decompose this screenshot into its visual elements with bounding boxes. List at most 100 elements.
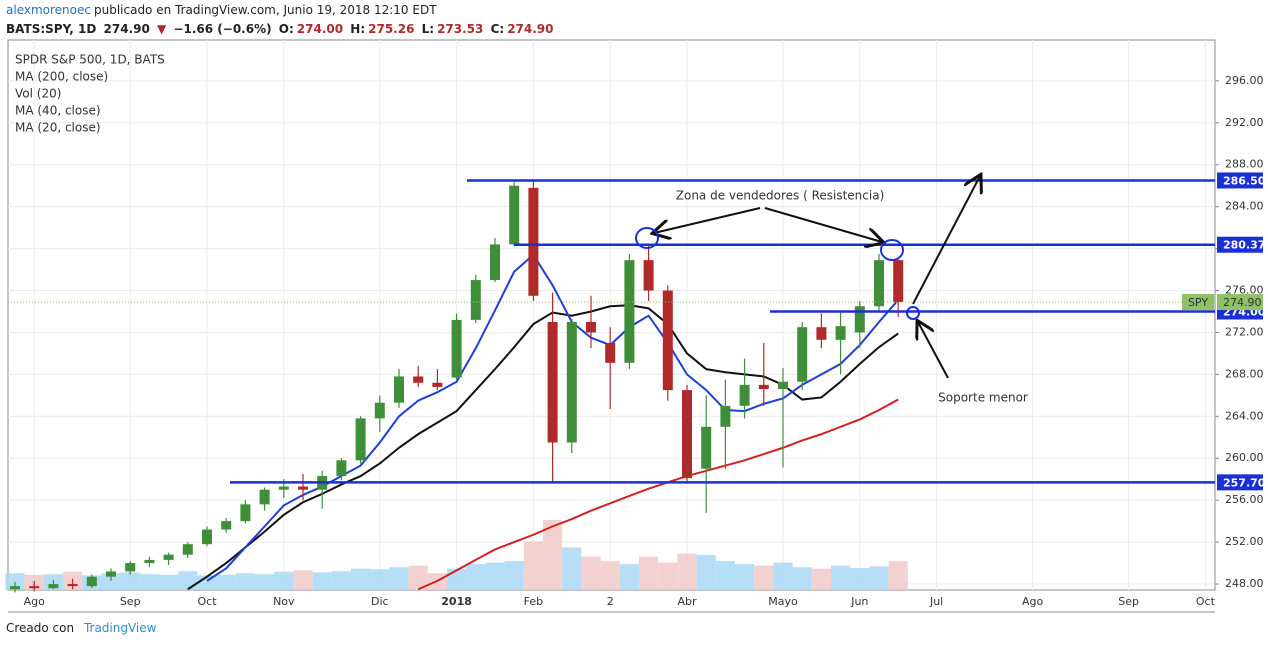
candle-body [643,260,654,291]
last-price-tag [1182,294,1214,311]
price-tag-label: 286.50 [1223,174,1266,187]
candle-body [355,418,366,461]
y-tick-label: 248.00 [1225,577,1264,590]
volume-bar [485,562,505,590]
candle-body [67,584,78,587]
volume-bar [216,574,236,590]
candle-body [701,426,712,469]
candle-body [144,559,155,564]
legend: SPDR S&P 500, 1D, BATS MA (200, close) V… [15,53,165,135]
last-price-label: 274.90 [1223,296,1262,309]
price-tag [1217,236,1263,253]
volume-bar [389,567,409,590]
candle-body [797,327,808,382]
volume-bar [178,571,198,590]
y-tick-label: 268.00 [1225,367,1264,380]
candle-body [86,576,97,587]
candle-body [605,342,616,363]
volume-bar [543,520,563,590]
publish-info: publicado en TradingView.com, Junio 19, … [93,3,437,17]
last: 274.90 [103,22,150,36]
candle-body [163,554,174,560]
y-tick-label: 276.00 [1225,284,1264,297]
x-tick-label: Jun [850,595,868,608]
legend-title: SPDR S&P 500, 1D, BATS [15,53,165,67]
volume-bar [504,561,524,590]
candle-body [854,306,865,333]
candle-body [182,544,193,555]
x-tick-label: Ago [24,595,46,608]
y-tick-label: 256.00 [1225,493,1264,506]
y-tick-label: 252.00 [1225,535,1264,548]
publish-line: alexmorenoec publicado en TradingView.com… [6,3,440,17]
candle-body [528,187,539,296]
volume-bar [101,573,121,590]
candle-body [778,381,788,390]
candle-body [106,571,116,577]
circle [635,227,659,249]
legend-ma200: MA (200, close) [15,70,108,84]
candle-body [874,260,884,307]
price-tag [1217,172,1263,189]
candle-body [240,504,251,522]
volume-bar [466,564,486,590]
y-tick-label: 288.00 [1225,158,1264,171]
candle-body [720,405,731,427]
candle-body [682,390,692,479]
volume-bar [619,564,639,590]
y-tick-label: 264.00 [1225,409,1264,422]
plot-layer [5,40,1215,593]
candle-body [394,376,404,403]
low-label: L: [421,22,435,36]
candle-body [336,460,347,477]
footer: Creado con TradingView [6,621,156,635]
candle-body [202,529,212,545]
author[interactable]: alexmorenoec [6,3,91,17]
candle-body [278,486,289,490]
volume-bar [773,562,793,590]
candle-body [624,260,635,363]
open-label: O: [278,22,294,36]
candle-body [10,586,20,590]
brand[interactable]: TradingView [83,621,157,635]
x-tick-label: 2018 [441,595,472,608]
volume-bar [370,569,390,590]
candle-body [298,486,308,490]
quote-line: BATS:SPY, 1D 274.90 ▼ −1.66 (−0.6%) O: 27… [6,22,557,36]
candle-body [451,319,462,378]
candle-body [547,321,558,443]
candle-body [125,563,136,572]
ma-line [417,398,899,591]
x-tick-label: Jul [929,595,943,608]
x-tick-label: Dic [371,595,389,608]
volume-bar [235,573,255,590]
symbol: BATS:SPY, 1D [6,22,97,36]
high-value: 275.26 [368,22,415,36]
x-tick-label: Sep [120,595,141,608]
volume-bar [888,561,908,590]
created-with: Creado con [6,621,75,635]
annotation: Zona de vendedores ( Resistencia) [676,189,885,203]
candle-body [413,376,424,383]
volume-bar [159,574,179,590]
last-price-box [1217,294,1263,311]
x-tick-label: Ago [1022,595,1044,608]
chart: SPDR S&P 500, 1D, BATS MA (200, close) V… [5,39,1266,613]
volume-bar [255,574,275,590]
open-value: 274.00 [296,22,344,36]
y-tick-label: 260.00 [1225,451,1264,464]
candle-body [490,244,500,281]
y-tick-label: 296.00 [1225,74,1264,87]
candle-body [586,321,596,333]
volume-bar [120,572,140,590]
x-tick-label: Sep [1118,595,1139,608]
arrow [912,176,980,305]
volume-bar [523,541,543,590]
candle-body [758,384,769,390]
high-label: H: [350,22,366,36]
candle-body [48,584,59,589]
volume-bar [331,571,351,590]
volume-bar [312,572,332,590]
last-price-symbol: SPY [1188,296,1208,309]
